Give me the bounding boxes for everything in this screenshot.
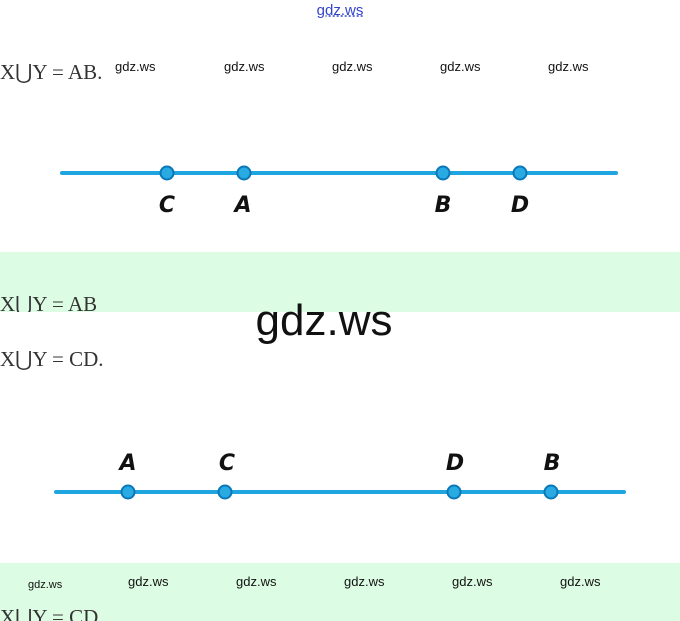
watermark: gdz.ws — [28, 579, 63, 591]
answer-band: X⋃Y = CD gdz.ws gdz.ws gdz.ws gdz.ws gdz… — [0, 563, 680, 621]
point-label: C — [159, 193, 175, 218]
formula: X⋃Y = AB. — [0, 60, 103, 84]
formula: X⋃Y = CD — [0, 605, 99, 621]
point — [159, 165, 175, 181]
watermark: gdz.ws — [452, 574, 493, 589]
formula: X⋃Y = AB — [0, 292, 98, 312]
point-label: A — [117, 451, 136, 476]
big-watermark: gdz.ws — [255, 296, 393, 345]
answer-band: X⋃Y = AB — [0, 252, 680, 312]
watermark: gdz.ws — [440, 59, 481, 74]
point — [435, 165, 451, 181]
point-label: A — [232, 193, 251, 218]
watermark: gdz.ws — [344, 574, 385, 589]
point-label: C — [219, 451, 235, 476]
header-watermark[interactable]: gdz.ws — [316, 2, 364, 19]
point-label: B — [435, 193, 452, 218]
point — [512, 165, 528, 181]
point — [236, 165, 252, 181]
watermark: gdz.ws — [224, 59, 265, 74]
watermark: gdz.ws — [560, 574, 601, 589]
watermark: gdz.ws — [548, 59, 589, 74]
point-label: B — [544, 451, 561, 476]
watermark: gdz.ws — [115, 59, 156, 74]
watermark: gdz.ws — [128, 574, 169, 589]
point-label: D — [446, 451, 464, 476]
watermark: gdz.ws — [236, 574, 277, 589]
point-label: D — [511, 193, 529, 218]
point — [217, 484, 233, 500]
formula: X⋃Y = CD. — [0, 347, 104, 371]
watermark: gdz.ws — [332, 59, 373, 74]
point — [120, 484, 136, 500]
point — [543, 484, 559, 500]
point — [446, 484, 462, 500]
